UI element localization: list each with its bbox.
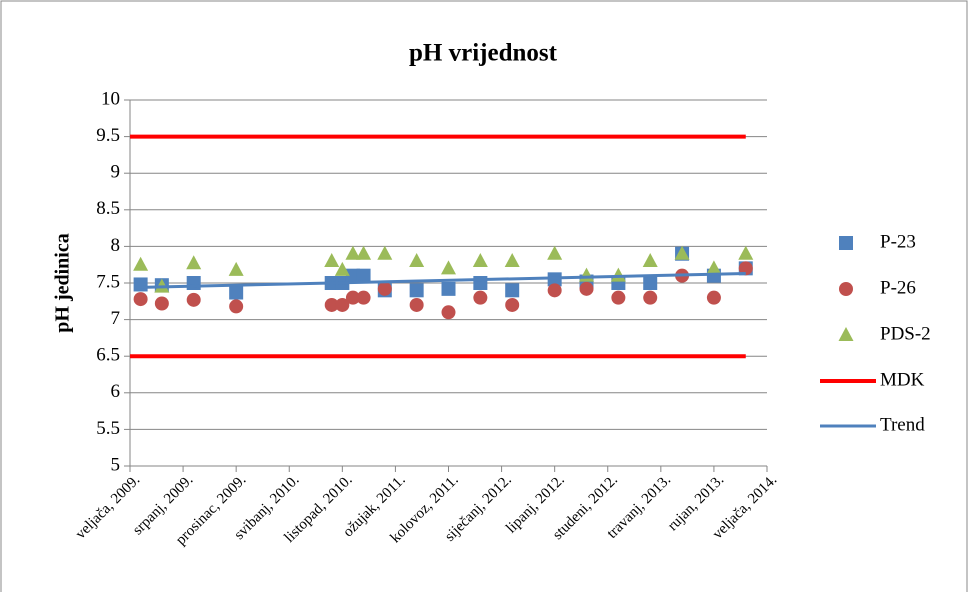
data-point xyxy=(706,260,722,275)
legend-marker xyxy=(838,327,854,341)
data-point xyxy=(345,268,360,283)
legend-label: P-23 xyxy=(880,231,916,252)
y-tick-label: 6.5 xyxy=(96,345,120,366)
y-tick-label: 7 xyxy=(111,308,121,329)
data-point xyxy=(441,260,456,275)
data-point xyxy=(547,245,563,260)
y-tick-label: 8.5 xyxy=(96,198,120,219)
data-point xyxy=(154,296,169,311)
data-point xyxy=(345,245,361,260)
data-point xyxy=(334,261,350,276)
data-point xyxy=(706,290,721,305)
data-point xyxy=(356,268,371,283)
chart-title: pH vrijednost xyxy=(409,40,558,67)
data-point xyxy=(229,299,244,314)
data-point xyxy=(547,283,562,298)
data-point xyxy=(377,245,393,260)
data-point xyxy=(186,255,202,270)
data-point xyxy=(133,292,148,307)
data-point xyxy=(186,276,201,290)
legend-label: Trend xyxy=(880,414,925,435)
data-point xyxy=(377,281,392,296)
data-point xyxy=(473,290,488,305)
data-point xyxy=(356,290,371,305)
data-point xyxy=(409,283,424,298)
data-point xyxy=(356,245,372,260)
y-tick-label: 9.5 xyxy=(96,125,120,146)
data-point xyxy=(643,290,658,305)
data-point xyxy=(133,277,148,292)
data-point xyxy=(643,276,658,290)
data-point xyxy=(324,297,339,312)
data-point xyxy=(505,283,520,298)
data-point xyxy=(738,245,754,260)
data-point xyxy=(738,261,753,276)
data-point xyxy=(441,281,456,296)
data-point xyxy=(345,290,360,305)
data-point xyxy=(335,297,350,312)
data-point xyxy=(504,253,520,268)
data-point xyxy=(133,256,149,271)
data-point xyxy=(642,253,658,268)
data-point xyxy=(611,290,626,305)
data-point xyxy=(229,285,244,300)
y-tick-label: 5 xyxy=(111,454,121,475)
legend-label: MDK xyxy=(880,369,925,390)
data-point xyxy=(505,297,520,312)
legend-label: P-26 xyxy=(880,277,916,298)
data-point xyxy=(409,297,424,312)
y-tick-label: 6 xyxy=(111,381,121,402)
y-tick-label: 9 xyxy=(111,162,121,183)
data-point xyxy=(186,292,201,307)
data-point xyxy=(228,261,244,276)
data-point xyxy=(579,281,594,296)
legend-marker xyxy=(839,236,853,250)
y-tick-label: 7.5 xyxy=(96,271,120,292)
data-point xyxy=(472,253,488,268)
data-point xyxy=(674,245,690,260)
y-tick-label: 8 xyxy=(111,235,121,256)
data-point xyxy=(610,267,626,282)
data-point xyxy=(324,253,340,268)
data-point xyxy=(409,253,425,268)
y-tick-label: 5.5 xyxy=(96,418,120,439)
legend-label: PDS-2 xyxy=(880,323,931,344)
data-point xyxy=(441,305,456,320)
y-axis-label: pH jedinica xyxy=(52,233,74,332)
legend-marker xyxy=(839,282,853,296)
y-tick-label: 10 xyxy=(101,88,120,109)
trend-line xyxy=(140,271,746,289)
